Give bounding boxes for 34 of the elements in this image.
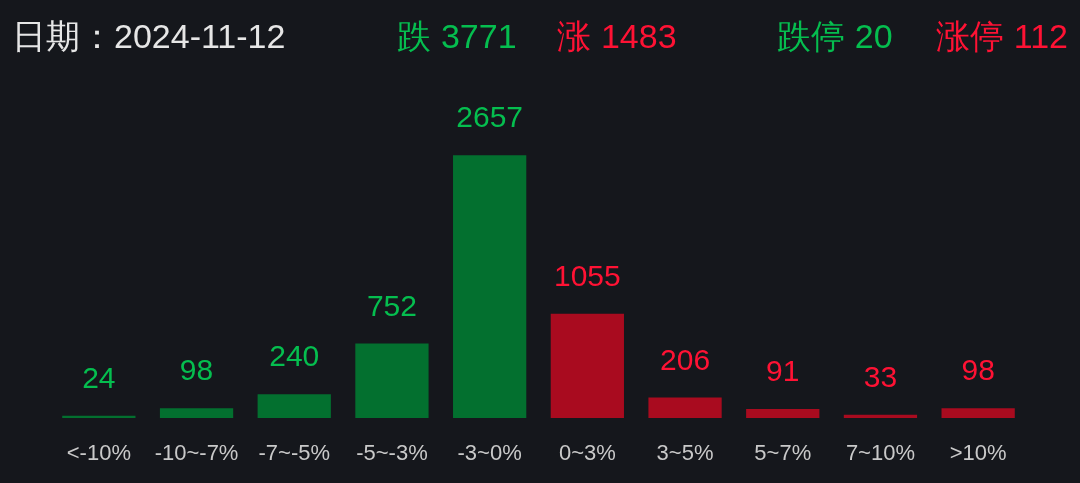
data-label: 206: [660, 342, 711, 376]
bar: [648, 397, 722, 418]
x-tick-label: -10~-7%: [154, 439, 239, 465]
data-label: 98: [961, 353, 995, 387]
x-tick-label: >10%: [949, 439, 1007, 465]
bar: [550, 313, 624, 418]
x-tick-label: 7~10%: [845, 439, 916, 465]
data-label: 1055: [553, 258, 621, 292]
x-tick-label: <-10%: [66, 439, 131, 465]
data-label: 98: [179, 353, 214, 387]
bar: [941, 408, 1015, 418]
text: 涨停 112: [936, 17, 1068, 55]
x-tick-label: -5~-3%: [356, 439, 428, 465]
x-tick-label: -7~-5%: [258, 439, 331, 465]
x-tick-label: -3~0%: [457, 439, 522, 465]
x-tick-label: 3~5%: [656, 439, 714, 465]
x-tick-label: 5~7%: [754, 439, 812, 465]
chart-title: 日期：2024-11-12: [12, 17, 286, 55]
bar: [746, 409, 820, 418]
data-label: 2657: [456, 100, 524, 134]
bar: [257, 394, 331, 418]
text: 涨 1483: [557, 17, 677, 55]
text: 跌 3771: [397, 17, 517, 55]
bar: [159, 408, 234, 418]
data-label: 91: [766, 354, 800, 387]
bar: [843, 414, 918, 418]
data-label: 752: [366, 288, 417, 322]
data-label: 240: [269, 339, 320, 373]
bar: [355, 343, 429, 418]
bar: [453, 155, 527, 418]
text: 跌停 20: [777, 17, 893, 55]
x-tick-label: 0~3%: [558, 439, 616, 465]
data-label: 24: [82, 360, 116, 394]
data-label: 33: [863, 359, 898, 393]
